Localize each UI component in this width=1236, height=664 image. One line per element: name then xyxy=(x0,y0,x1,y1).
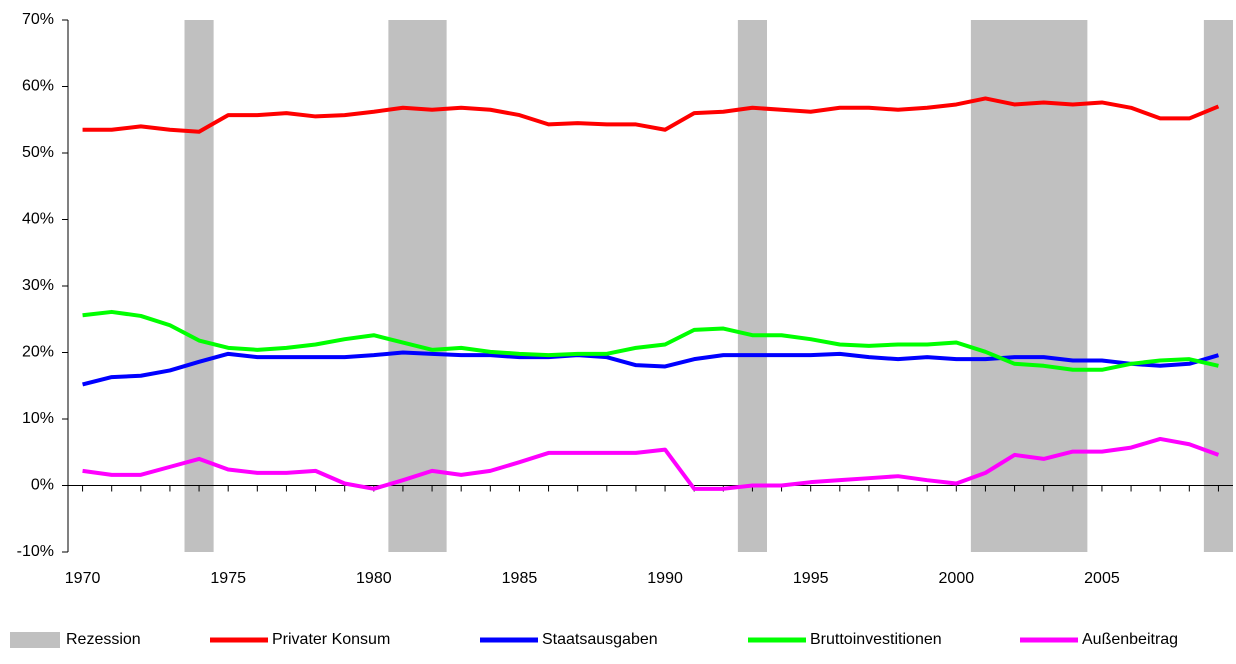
legend-label: Staatsausgaben xyxy=(542,631,658,648)
y-tick-label: 30% xyxy=(22,277,54,294)
y-tick-label: 70% xyxy=(22,11,54,28)
legend-label: Rezession xyxy=(66,631,141,648)
y-tick-label: 60% xyxy=(22,78,54,95)
series-line xyxy=(82,309,1219,372)
y-tick-label: 10% xyxy=(22,410,54,427)
x-tick-label: 1975 xyxy=(210,570,246,587)
legend-label: Bruttoinvestitionen xyxy=(810,631,942,648)
recession-band xyxy=(970,20,1088,552)
x-tick-label: 1985 xyxy=(502,570,538,587)
series-line xyxy=(82,350,1220,387)
x-tick-label: 1970 xyxy=(65,570,101,587)
y-tick-label: 50% xyxy=(22,144,54,161)
legend-label: Außenbeitrag xyxy=(1082,631,1178,648)
recession-band xyxy=(1203,20,1233,552)
y-tick-label: -10% xyxy=(17,543,54,560)
legend-label: Privater Konsum xyxy=(272,631,390,648)
y-tick-label: 0% xyxy=(31,477,54,494)
recession-band xyxy=(184,20,214,552)
x-tick-label: 1990 xyxy=(647,570,683,587)
x-tick-label: 2000 xyxy=(939,570,975,587)
x-tick-label: 2005 xyxy=(1084,570,1120,587)
y-tick-label: 20% xyxy=(22,344,54,361)
recession-band xyxy=(737,20,767,552)
series-line xyxy=(82,96,1220,134)
legend-swatch xyxy=(10,632,60,648)
series-line xyxy=(82,436,1220,491)
y-tick-label: 40% xyxy=(22,211,54,228)
x-tick-label: 1980 xyxy=(356,570,392,587)
x-tick-label: 1995 xyxy=(793,570,829,587)
